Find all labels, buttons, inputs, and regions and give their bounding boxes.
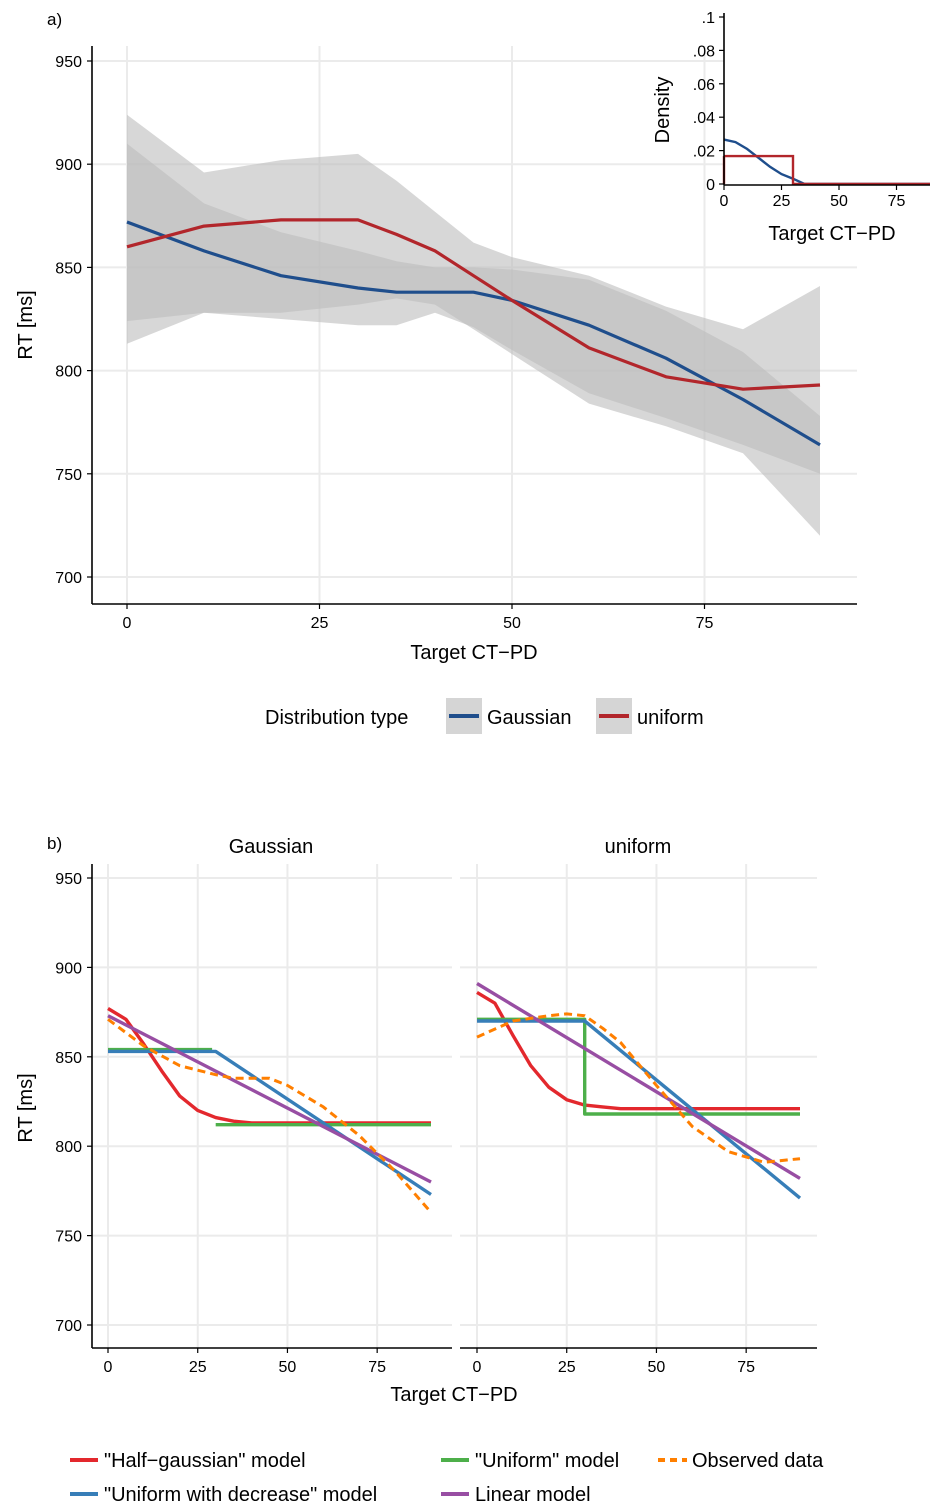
panel-a-y-tick-label: 800 (55, 364, 82, 381)
facet-uniform-line-observed-data (476, 1012, 801, 1164)
panel-b-x-axis-label: Target CT−PD (390, 1384, 517, 1406)
ci-ribbon-uniform (127, 114, 820, 536)
facet-uniform-grid (460, 864, 817, 1348)
inset-background (724, 10, 930, 188)
panel-b-y-tick-label: 800 (55, 1139, 82, 1156)
facet-gaussian-line-linear-model (107, 1014, 432, 1184)
inset-y-tick-label: 0 (706, 177, 715, 194)
panel-b-y-axis-label: RT [ms] (15, 1073, 37, 1142)
inset-y-tick-label: .06 (693, 77, 715, 94)
panel-b-y-ticks: 700 750 800 850 900 950 (55, 871, 92, 1335)
panel-b-tag: b) (47, 834, 62, 853)
facet-title-gaussian: Gaussian (229, 836, 314, 858)
facet-title-uniform: uniform (605, 836, 672, 858)
facet-uniform-line-half-gaussian-model (476, 990, 800, 1111)
density-inset: 0 .02 .04 .06 .08 .1 0 25 50 75 Target CT−PD Den… (652, 10, 930, 245)
inset-x-tick-label: 50 (830, 193, 848, 210)
panel-b-y-tick-label: 850 (55, 1050, 82, 1067)
inset-x-tick-label: 25 (773, 193, 791, 210)
legend-label-uniform-model: "Uniform" model (475, 1450, 619, 1472)
panel-a-x-ticks: 0 25 50 75 (123, 604, 714, 632)
legend-label-uniform: uniform (637, 707, 704, 729)
inset-x-tick-label: 0 (720, 193, 729, 210)
panel-a-lines (126, 218, 821, 447)
facet-gaussian-x-tick-label: 0 (104, 1359, 113, 1376)
panel-b-y-tick-label: 750 (55, 1229, 82, 1246)
panel-a-y-tick-label: 950 (55, 54, 82, 71)
panel-a-x-tick-label: 0 (123, 615, 132, 632)
panel-a-y-tick-label: 850 (55, 260, 82, 277)
legend-label-half-gaussian: "Half−gaussian" model (104, 1450, 306, 1472)
panel-b-y-tick-label: 900 (55, 960, 82, 977)
inset-y-tick-label: .1 (702, 10, 715, 27)
series-line-gaussian (126, 220, 821, 447)
facet-uniform-lines (476, 982, 802, 1200)
panel-a-y-tick-label: 750 (55, 467, 82, 484)
panel-a-tag: a) (47, 10, 62, 29)
inset-y-tick-label: .02 (693, 144, 715, 161)
inset-y-tick-label: .04 (693, 110, 715, 127)
inset-y-ticks: 0 .02 .04 .06 .08 .1 (693, 10, 724, 194)
inset-x-tick-label: 75 (888, 193, 906, 210)
panel-a-ribbons (127, 114, 820, 536)
facet-uniform-x-tick-label: 25 (558, 1359, 576, 1376)
panel-b-y-tick-label: 950 (55, 871, 82, 888)
facet-uniform-line-linear-model (476, 982, 801, 1180)
panel-a-x-axis-label: Target CT−PD (410, 642, 537, 664)
inset-y-tick-label: .08 (693, 43, 715, 60)
facet-gaussian-line-half-gaussian-model (107, 1007, 431, 1125)
facet-gaussian-lines (107, 1007, 433, 1214)
facet-uniform-x-tick-label: 0 (473, 1359, 482, 1376)
panel-a-x-tick-label: 50 (503, 615, 521, 632)
legend-label-observed: Observed data (692, 1450, 824, 1472)
panel-a-x-tick-label: 75 (696, 615, 714, 632)
inset-density-uniform (724, 154, 930, 186)
facet-gaussian-x-ticks: 0 25 50 75 (104, 1348, 386, 1376)
facet-gaussian-grid (92, 864, 452, 1348)
inset-y-axis-label: Density (652, 77, 674, 144)
panel-a-y-ticks: 700 750 800 850 900 950 (55, 54, 92, 587)
panel-a-legend: Distribution type Gaussian uniform (265, 698, 704, 734)
facet-uniform-x-tick-label: 50 (648, 1359, 666, 1376)
facet-uniform-x-ticks: 0 25 50 75 (473, 1348, 755, 1376)
panel-a-y-axis-label: RT [ms] (15, 290, 37, 359)
legend-label-uniform-decrease: "Uniform with decrease" model (104, 1484, 377, 1505)
panel-a-y-tick-label: 900 (55, 157, 82, 174)
inset-x-ticks: 0 25 50 75 (720, 185, 906, 210)
inset-x-axis-label: Target CT−PD (768, 223, 895, 245)
facet-gaussian-x-tick-label: 50 (279, 1359, 297, 1376)
legend-title: Distribution type (265, 707, 408, 729)
facet-uniform-x-tick-label: 75 (737, 1359, 755, 1376)
panel-a-x-tick-label: 25 (311, 615, 329, 632)
panel-b-y-tick-label: 700 (55, 1318, 82, 1335)
panel-a-y-tick-label: 700 (55, 570, 82, 587)
legend-label-gaussian: Gaussian (487, 707, 572, 729)
facet-gaussian-line-observed-data (107, 1018, 433, 1214)
legend-label-linear: Linear model (475, 1484, 591, 1505)
facet-gaussian-x-tick-label: 75 (368, 1359, 386, 1376)
panel-b-legend: "Half−gaussian" model "Uniform" model Ob… (70, 1450, 824, 1505)
series-line-uniform (126, 218, 821, 391)
facet-gaussian-x-tick-label: 25 (189, 1359, 207, 1376)
